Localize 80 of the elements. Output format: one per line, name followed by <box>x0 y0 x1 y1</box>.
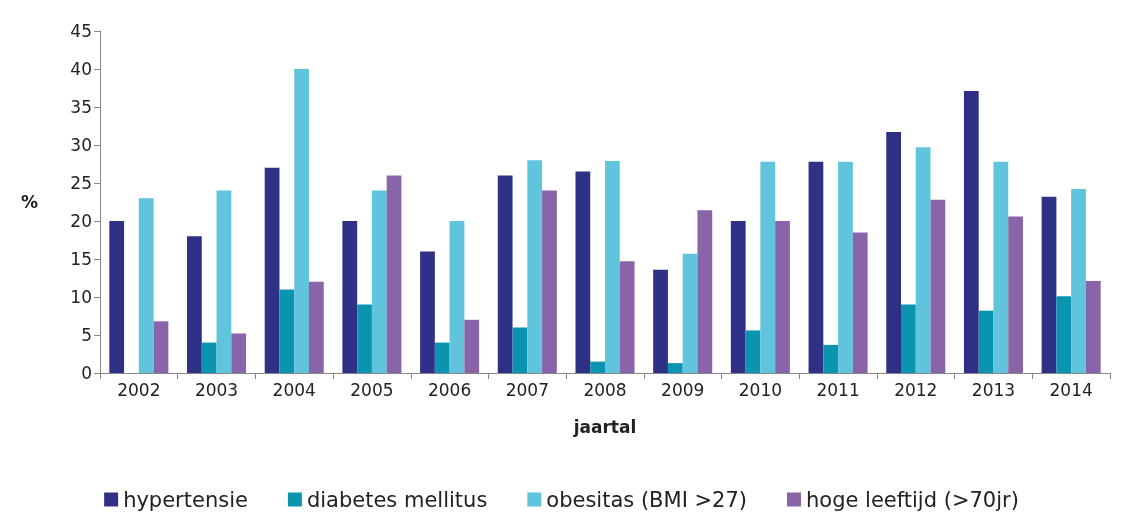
bar <box>1041 196 1057 373</box>
x-tick-label: 2011 <box>816 379 860 400</box>
y-tick-label: 25 <box>70 173 92 193</box>
bar <box>231 333 247 373</box>
bar <box>590 361 605 373</box>
bar <box>386 175 402 373</box>
bar <box>216 190 232 373</box>
bar <box>963 91 979 373</box>
x-tick-label: 2012 <box>894 379 938 400</box>
bar <box>512 327 528 373</box>
bar <box>838 161 853 373</box>
bar <box>434 342 450 373</box>
bar <box>294 69 309 373</box>
bar <box>1056 296 1072 373</box>
x-tick-label: 2010 <box>738 379 783 400</box>
bar <box>449 221 465 373</box>
x-tick-label: 2004 <box>272 379 316 400</box>
bar <box>682 253 698 373</box>
x-tick-label: 2005 <box>350 379 394 400</box>
bar <box>1008 216 1023 373</box>
bar <box>1085 281 1101 373</box>
y-tick-label: 30 <box>70 135 92 155</box>
y-tick-label: 20 <box>70 211 92 231</box>
bar <box>653 269 668 373</box>
y-tick-label: 5 <box>81 325 92 345</box>
bar <box>264 167 280 373</box>
x-tick-label: 2003 <box>194 379 239 400</box>
y-tick-label: 35 <box>70 97 92 117</box>
bar <box>527 160 543 373</box>
y-tick-label: 40 <box>70 59 92 79</box>
x-tick-label: 2006 <box>427 379 472 400</box>
bar <box>697 210 713 373</box>
bar <box>775 221 790 373</box>
bar <box>667 363 683 373</box>
bar <box>978 310 994 373</box>
bar <box>915 147 931 373</box>
bar <box>138 198 154 373</box>
bar <box>886 132 902 373</box>
legend-label: obesitas (BMI >27) <box>546 487 748 512</box>
y-tick-label: 15 <box>70 249 92 269</box>
bar <box>730 221 746 373</box>
x-tick-label: 2014 <box>1049 379 1093 400</box>
bar <box>605 160 620 373</box>
x-tick-label: 2008 <box>583 379 627 400</box>
bar <box>901 304 916 373</box>
y-tick-label: 45 <box>70 21 92 41</box>
legend-label: diabetes mellitus <box>306 487 488 512</box>
x-tick-label: 2009 <box>661 379 705 400</box>
bar <box>542 190 557 373</box>
y-tick-label: 10 <box>70 287 92 307</box>
bar <box>823 344 839 373</box>
bar <box>808 161 824 373</box>
y-tick-label: 0 <box>81 363 92 383</box>
bar <box>371 190 387 373</box>
bar <box>745 330 761 373</box>
bar <box>279 289 295 373</box>
bar <box>497 175 513 373</box>
bar <box>187 236 202 373</box>
bar <box>1071 189 1086 373</box>
bar <box>852 232 868 373</box>
bar <box>109 221 125 373</box>
bar <box>619 261 635 373</box>
legend-label: hypertensie <box>123 487 248 512</box>
bar <box>464 319 480 373</box>
legend-label: hoge leeftijd (>70jr) <box>806 487 1019 512</box>
bar <box>357 304 372 373</box>
bar <box>993 161 1009 373</box>
bar <box>760 161 776 373</box>
bar <box>420 251 435 373</box>
bar <box>930 199 946 373</box>
bar <box>342 221 358 373</box>
x-tick-label: 2002 <box>117 379 161 400</box>
x-tick-label: 2007 <box>505 379 549 400</box>
y-axis-title: % <box>20 192 38 212</box>
bar <box>201 342 217 373</box>
x-axis-title: jaartal <box>572 416 637 437</box>
bar <box>153 321 169 373</box>
x-tick-label: 2013 <box>971 379 1016 400</box>
bar <box>575 171 591 373</box>
bar <box>308 281 324 373</box>
